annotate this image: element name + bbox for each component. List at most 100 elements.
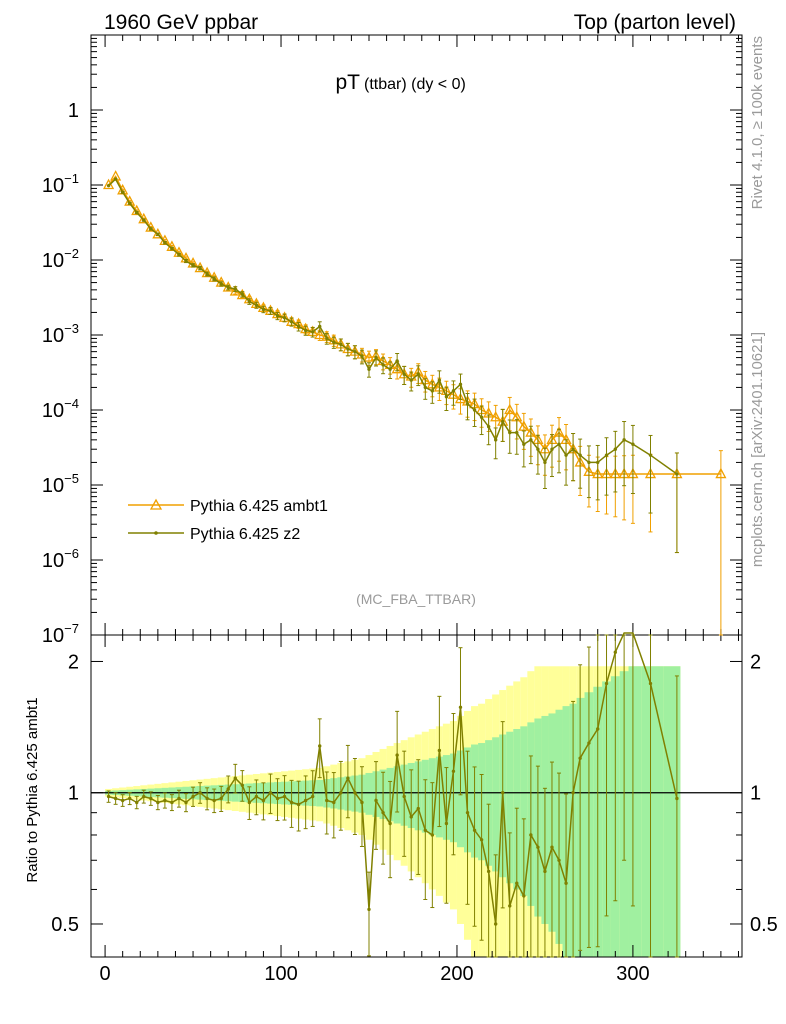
marker-z2-44 bbox=[416, 372, 420, 376]
xtick-label-2: 200 bbox=[440, 963, 473, 985]
marker-z2-58 bbox=[515, 430, 519, 435]
marker-z2-54 bbox=[486, 424, 491, 429]
ratio-marker-58 bbox=[515, 881, 519, 885]
marker-z2-43 bbox=[409, 378, 413, 382]
legend-marker-ambt1 bbox=[149, 498, 163, 510]
ratio-marker-66 bbox=[571, 791, 575, 795]
ratio-marker-64 bbox=[557, 858, 561, 862]
ratio-marker-26 bbox=[289, 800, 294, 805]
ratio-marker-63 bbox=[550, 845, 554, 849]
ratio-marker-14 bbox=[205, 796, 209, 801]
ratio-marker-33 bbox=[339, 791, 343, 795]
ratio-marker-1 bbox=[113, 796, 118, 801]
ratio-marker-2 bbox=[120, 798, 125, 803]
legend-label-z2: Pythia 6.425 z2 bbox=[190, 526, 300, 543]
marker-z2-50 bbox=[458, 382, 463, 387]
marker-z2-9 bbox=[170, 246, 174, 251]
marker-z2-10 bbox=[177, 252, 181, 257]
marker-z2-53 bbox=[479, 415, 484, 419]
main-ytick-label-3: 10−3 bbox=[42, 321, 79, 347]
marker-z2-26 bbox=[289, 320, 294, 324]
legend: Pythia 6.425 ambt1 Pythia 6.425 z2 bbox=[128, 498, 328, 543]
ratio-marker-55 bbox=[493, 922, 498, 926]
ratio-marker-38 bbox=[374, 798, 378, 803]
marker-ambt1-57 bbox=[504, 403, 516, 415]
side-label-bottom: mcplots.cern.ch [arXiv:2401.10621] bbox=[749, 332, 766, 567]
ratio-marker-41 bbox=[395, 753, 399, 757]
marker-z2-75 bbox=[675, 472, 679, 476]
ratio-series-line bbox=[108, 632, 678, 925]
marker-z2-3 bbox=[128, 201, 132, 206]
inner-band-54 bbox=[485, 740, 493, 866]
ratio-marker-23 bbox=[268, 791, 273, 795]
marker-z2-59 bbox=[522, 442, 526, 446]
marker-z2-45 bbox=[423, 385, 427, 390]
marker-z2-6 bbox=[149, 227, 153, 231]
ratio-marker-44 bbox=[416, 806, 420, 811]
ratio-marker-74 bbox=[648, 681, 653, 686]
main-ytick-label-4: 10−4 bbox=[42, 396, 79, 422]
marker-z2-64 bbox=[557, 442, 561, 446]
inner-band-75 bbox=[663, 666, 681, 957]
marker-z2-24 bbox=[275, 314, 280, 318]
marker-z2-21 bbox=[254, 303, 259, 307]
header-left: 1960 GeV ppbar bbox=[104, 11, 258, 34]
marker-z2-5 bbox=[142, 218, 146, 222]
marker-ambt1-7 bbox=[152, 227, 164, 239]
marker-z2-38 bbox=[374, 355, 378, 360]
ratio-marker-40 bbox=[388, 821, 392, 826]
ratio-marker-3 bbox=[128, 796, 132, 801]
marker-z2-15 bbox=[212, 277, 216, 281]
marker-z2-31 bbox=[325, 336, 329, 341]
marker-z2-66 bbox=[571, 447, 575, 451]
marker-ambt1-50 bbox=[454, 392, 467, 404]
marker-z2-51 bbox=[465, 402, 470, 406]
marker-z2-61 bbox=[536, 447, 540, 451]
marker-z2-60 bbox=[529, 438, 533, 442]
header-right: Top (parton level) bbox=[574, 11, 736, 34]
ratio-marker-21 bbox=[254, 794, 259, 799]
ratio-marker-71 bbox=[613, 650, 618, 654]
main-ytick-label-2: 10−2 bbox=[42, 246, 79, 272]
ratio-marker-11 bbox=[184, 800, 188, 805]
ratio-marker-9 bbox=[170, 800, 174, 805]
main-ytick-label-7: 10−7 bbox=[42, 621, 79, 647]
marker-z2-11 bbox=[184, 259, 188, 263]
ratio-bands bbox=[105, 666, 681, 957]
ratio-marker-25 bbox=[282, 794, 287, 799]
marker-z2-36 bbox=[360, 354, 364, 358]
marker-z2-41 bbox=[395, 359, 399, 363]
xtick-label-1: 100 bbox=[264, 963, 297, 985]
xtick-label-0: 0 bbox=[100, 963, 111, 985]
marker-z2-20 bbox=[247, 299, 252, 304]
marker-ambt1-41 bbox=[391, 362, 403, 374]
inner-band-37 bbox=[365, 772, 373, 815]
marker-z2-48 bbox=[444, 395, 449, 399]
marker-ambt1-55 bbox=[490, 410, 502, 422]
ratio-marker-70 bbox=[604, 681, 609, 686]
inner-band-50 bbox=[456, 750, 465, 848]
xtick-label-3: 300 bbox=[616, 963, 649, 985]
ratio-marker-69 bbox=[596, 727, 600, 731]
ratio-marker-48 bbox=[444, 821, 449, 826]
marker-z2-27 bbox=[296, 324, 301, 329]
ratio-ytick-label-left-0: 0.5 bbox=[51, 914, 79, 936]
ratio-marker-50 bbox=[458, 705, 463, 710]
marker-z2-14 bbox=[205, 272, 209, 276]
ratio-marker-57 bbox=[508, 904, 512, 908]
ratio-marker-62 bbox=[543, 869, 547, 874]
marker-z2-1 bbox=[113, 177, 118, 181]
ratio-marker-59 bbox=[522, 894, 526, 898]
marker-ambt1-19 bbox=[236, 288, 248, 300]
ratio-ytick-label-right-0: 0.5 bbox=[750, 914, 778, 936]
ratio-marker-27 bbox=[296, 802, 301, 807]
main-ytick-label-0: 1 bbox=[68, 100, 79, 122]
legend-label-ambt1: Pythia 6.425 ambt1 bbox=[190, 498, 328, 515]
ratio-ytick-label-left-2: 2 bbox=[68, 651, 79, 673]
marker-z2-39 bbox=[381, 363, 385, 367]
ratio-ytick-label-right-1: 1 bbox=[750, 783, 761, 805]
marker-z2-8 bbox=[163, 241, 167, 245]
ratio-marker-6 bbox=[149, 796, 153, 801]
marker-z2-72 bbox=[622, 438, 626, 442]
